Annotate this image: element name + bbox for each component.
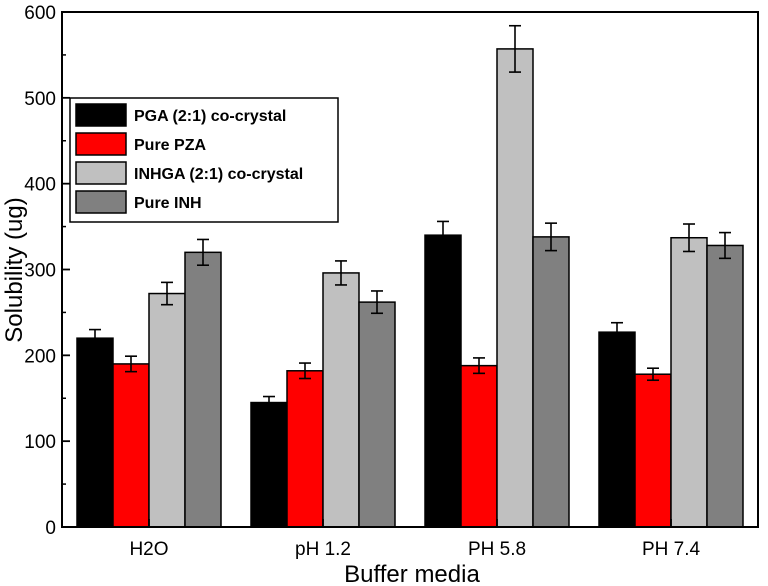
y-axis-ticks: 0 100 200 300 400 500 600 [24,3,70,539]
legend-swatch-3 [75,190,127,214]
y-tick-label-4: 400 [24,175,56,196]
bar-2-1 [322,272,360,528]
legend-swatch-2 [75,161,127,185]
bar-0-0 [76,337,114,528]
bar-3-1 [358,301,396,528]
x-tick-label-2: PH 5.8 [468,539,526,560]
x-tick-label-3: PH 7.4 [642,539,701,560]
x-axis-ticks: H2O pH 1.2 PH 5.8 PH 7.4 [129,519,700,560]
y-axis-title: Solubility (ug) [1,197,28,342]
bar-2-0 [148,292,186,528]
bar-1-0 [112,363,150,528]
legend-label-3: Pure INH [134,195,202,212]
bar-3-3 [706,244,744,528]
y-tick-label-1: 100 [24,432,56,453]
legend-swatch-1 [75,132,127,156]
bar-0-2 [424,234,462,528]
legend-label-1: Pure PZA [134,137,206,154]
y-tick-label-5: 500 [24,89,56,110]
y-tick-label-0: 0 [45,518,56,539]
bar-0-3 [598,331,636,528]
bar-1-3 [634,373,672,528]
y-tick-label-2: 200 [24,346,56,367]
x-axis-title: Buffer media [344,561,480,586]
bar-2-2 [496,48,534,528]
bar-2-3 [670,236,708,528]
bar-1-2 [460,364,498,528]
x-tick-label-0: H2O [129,539,168,560]
y-tick-label-3: 300 [24,261,56,282]
bar-3-2 [532,236,570,528]
bar-1-1 [286,370,324,528]
legend-swatch-0 [75,103,127,127]
bars [76,48,744,528]
y-tick-label-6: 600 [24,3,56,24]
legend-label-0: PGA (2:1) co-crystal [134,108,286,125]
legend: PGA (2:1) co-crystal Pure PZA INHGA (2:1) … [69,97,339,223]
legend-label-2: INHGA (2:1) co-crystal [134,166,303,183]
bar-3-0 [184,251,222,528]
x-tick-label-1: pH 1.2 [295,539,351,560]
bar-0-1 [250,401,288,528]
error-bars [89,24,731,410]
